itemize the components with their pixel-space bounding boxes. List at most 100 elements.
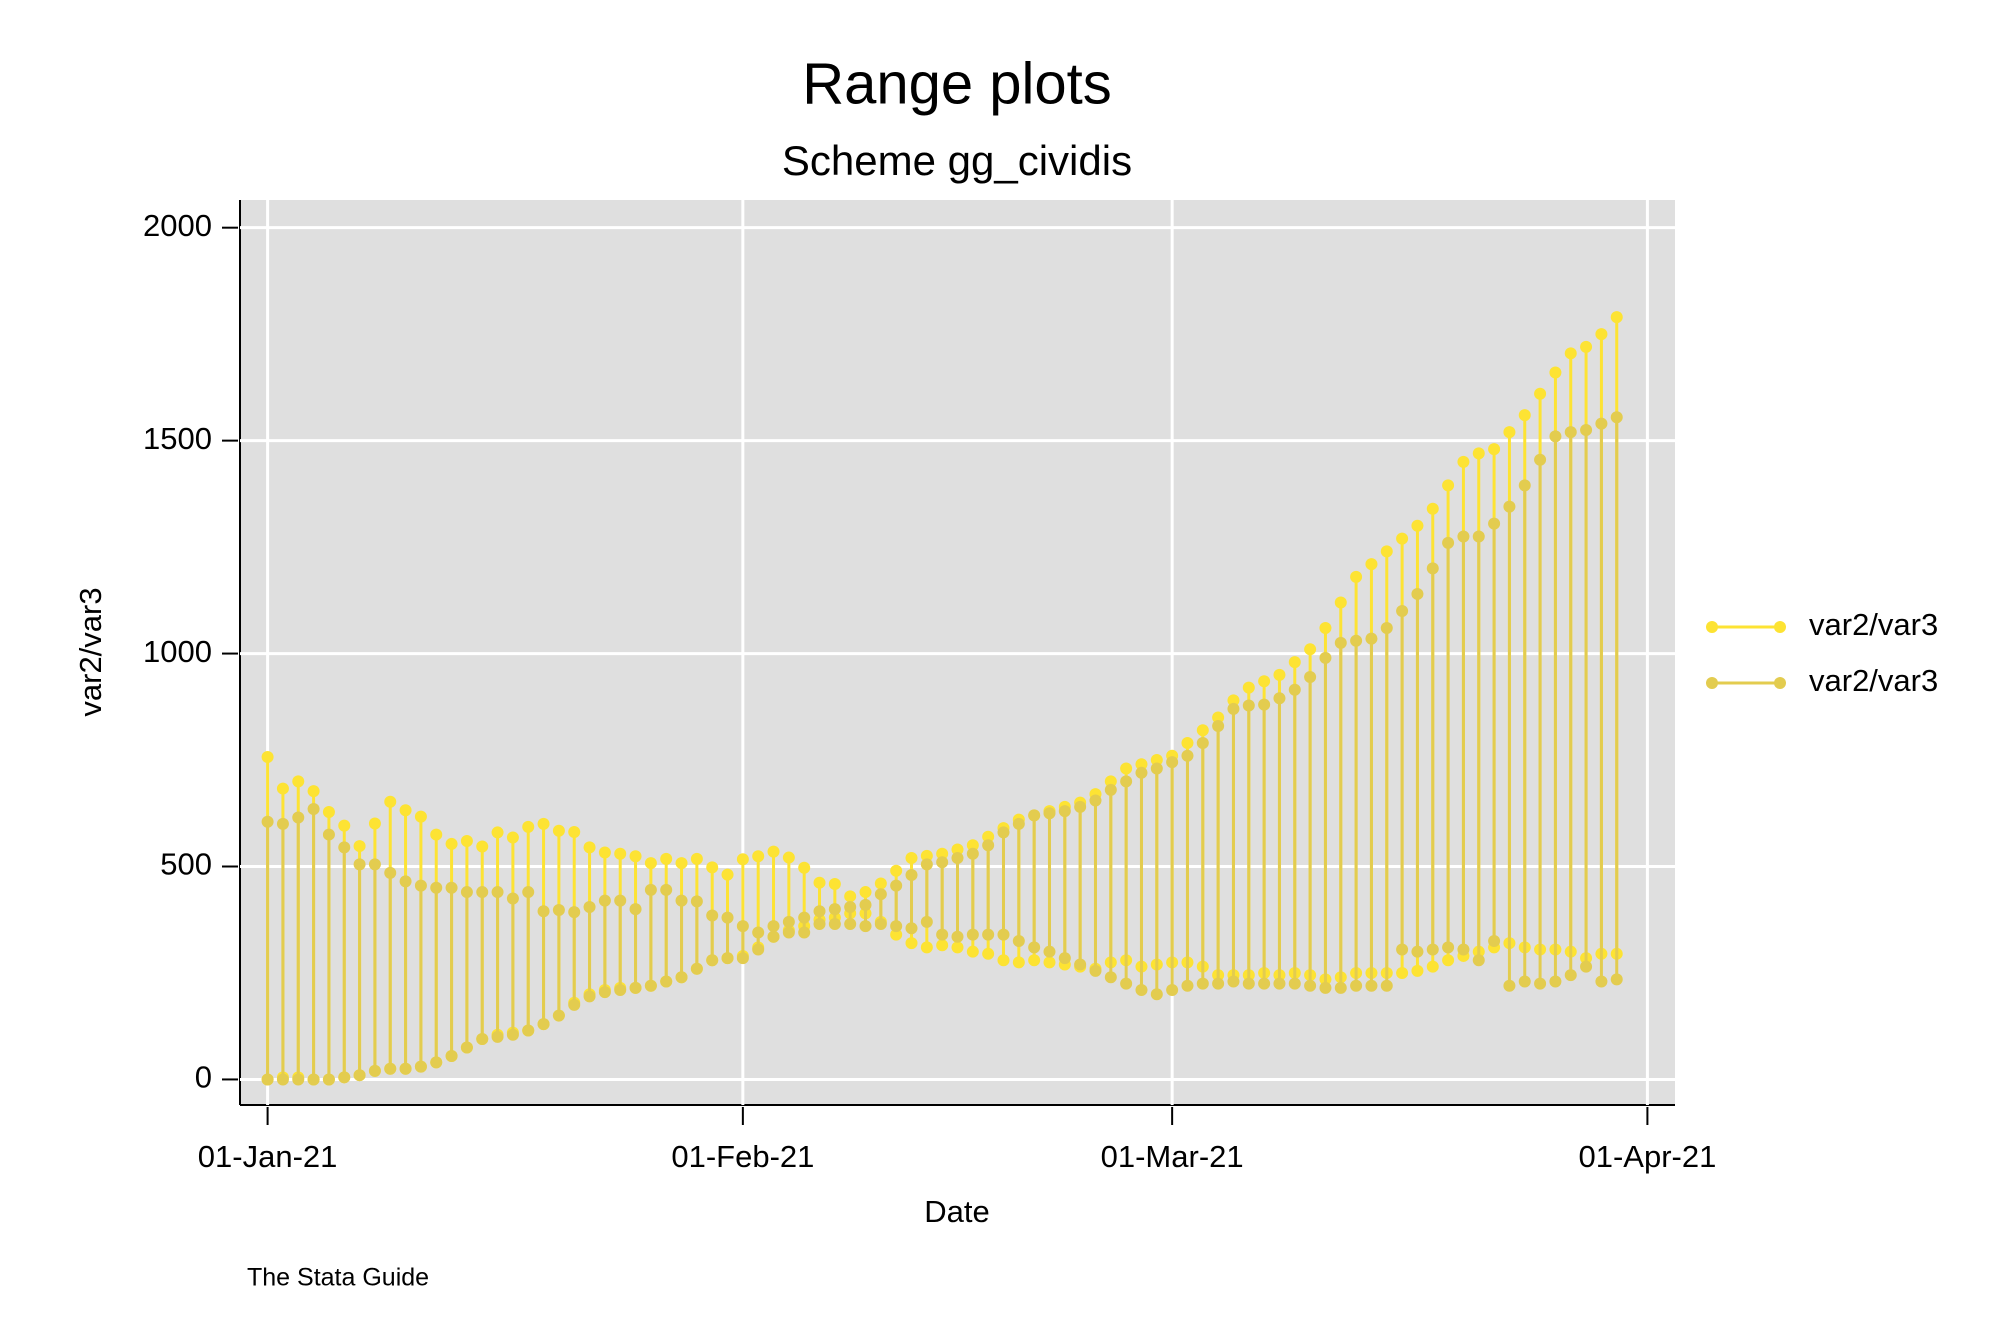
range-low [1564,969,1577,982]
range-high [874,888,887,901]
note: The Stata Guide [247,1264,429,1292]
y-tick-label: 1000 [143,634,212,669]
range-low [1411,945,1424,958]
range-high [1058,805,1071,818]
range-high [1288,656,1301,669]
range-high [1411,519,1424,532]
range-high [1442,479,1455,492]
range-high [920,849,933,862]
range-low [353,1069,366,1082]
legend-marker [1774,677,1786,689]
range-high [1518,479,1531,492]
range-high [322,828,335,841]
range-low [1426,960,1439,973]
range-low [1503,979,1516,992]
range-high [445,881,458,894]
range-high [767,920,780,933]
range-high [568,906,581,919]
range-high [276,782,289,795]
range-high [1273,692,1286,705]
range-low [767,930,780,943]
range-low [721,952,734,965]
range-high [1043,807,1056,820]
range-high [782,851,795,864]
range-high [936,856,949,869]
range-low [1181,979,1194,992]
range-high [1350,634,1363,647]
range-high [859,886,872,899]
range-low [399,1062,412,1075]
range-low [828,918,841,930]
range-high [828,877,841,890]
range-low [798,926,811,939]
range-low [338,1071,351,1084]
range-low [1304,979,1317,992]
range-high [353,858,366,871]
range-low [1028,941,1041,954]
legend-label: var2/var3 [1809,663,1938,698]
range-high [936,847,949,860]
range-low [1150,988,1163,1001]
range-low [936,939,949,952]
range-low [997,928,1010,941]
range-high [1503,426,1516,439]
range-high [660,883,673,896]
range-high [966,847,979,860]
range-high [368,817,381,830]
range-low [660,975,673,988]
range-high [1442,536,1455,549]
range-low [1288,977,1301,990]
range-high [1074,800,1087,813]
range-low [568,998,581,1011]
range-high [1595,328,1608,341]
range-high [1380,545,1393,558]
range-high [1181,749,1194,762]
range-low [1534,977,1547,990]
range-high [1610,311,1623,324]
range-low [1580,960,1593,973]
range-low [614,984,627,997]
range-high [1012,817,1025,830]
range-low [1104,971,1117,984]
range-high [1411,587,1424,600]
range-high [491,826,504,839]
range-low [430,1056,443,1069]
x-tick-label: 01-Mar-21 [1101,1139,1244,1174]
range-low [1089,964,1102,977]
range-high [1212,719,1225,732]
range-low [1442,954,1455,967]
range-high [828,903,841,916]
range-low [1396,966,1409,979]
range-low [445,1050,458,1063]
range-high [399,804,412,817]
range-high [1319,622,1332,635]
range-low [1365,979,1378,992]
range-low [966,945,979,958]
range-high [1196,724,1209,737]
range-high [1150,754,1163,767]
range-low [476,1032,489,1045]
legend-marker [1706,677,1718,689]
range-low [1258,977,1271,990]
range-low [844,918,857,930]
range-low [951,941,964,954]
range-high [614,847,627,860]
range-low [890,920,903,933]
range-low [1457,943,1470,956]
range-low [522,1024,535,1037]
range-high [460,886,473,899]
range-high [537,905,550,918]
range-high [752,926,765,939]
range-low [460,1041,473,1054]
range-low [675,971,688,984]
range-high [721,911,734,924]
range-low [1028,954,1041,967]
range-high [552,903,565,916]
range-high [1227,702,1240,715]
range-high [1120,775,1133,788]
range-high [307,785,320,798]
range-high [1258,698,1271,711]
range-low [859,920,872,933]
range-high [384,795,397,808]
